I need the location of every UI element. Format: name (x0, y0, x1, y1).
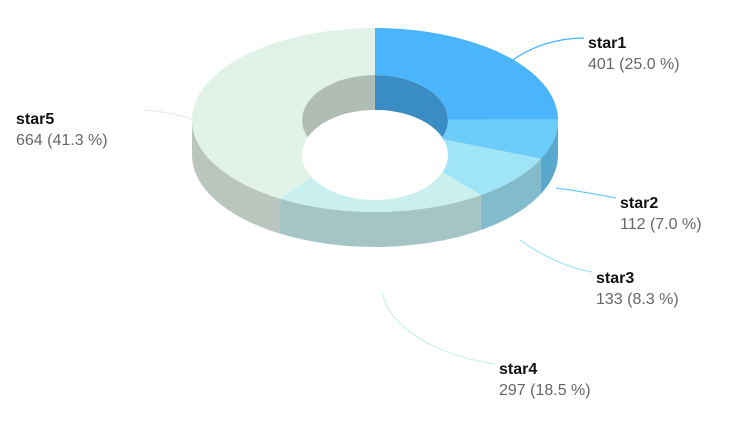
label-name-star4: star4 (499, 361, 537, 378)
slice-star1[interactable] (375, 28, 558, 120)
connector-line-star5 (144, 109, 197, 122)
slice-star3[interactable] (417, 138, 541, 196)
slice-side-star2 (540, 120, 558, 194)
connector-lines (144, 37, 617, 365)
label-name-star5: star5 (16, 111, 54, 128)
label-value-star2: 112 (7.0 %) (620, 216, 702, 233)
connector-line-star3 (519, 239, 593, 273)
connector-line-star4 (381, 291, 496, 365)
slice-side-star5 (192, 120, 281, 234)
label-value-star4: 297 (18.5 %) (499, 382, 591, 399)
donut-hole-layer (302, 75, 448, 200)
slice-star2[interactable] (441, 119, 559, 159)
label-value-star1: 401 (25.0 %) (588, 56, 680, 73)
label-name-star2: star2 (620, 195, 658, 212)
label-name-star1: star1 (588, 35, 626, 52)
donut-hole (302, 110, 448, 200)
connector-line-star1 (504, 37, 585, 67)
slice-labels: star1 401 (25.0 %) star2 112 (7.0 %) star3 13… (16, 35, 702, 399)
donut-depth-layer (192, 120, 558, 247)
label-value-star5: 664 (41.3 %) (16, 132, 108, 149)
slice-side-star4 (280, 195, 481, 247)
label-name-star3: star3 (596, 270, 634, 287)
slice-inner-wall-star1 (375, 75, 448, 155)
slice-side-star3 (480, 158, 541, 231)
connector-line-star2 (555, 187, 617, 199)
label-value-star3: 133 (8.3 %) (596, 291, 679, 308)
slice-inner-wall-star5 (302, 75, 375, 155)
